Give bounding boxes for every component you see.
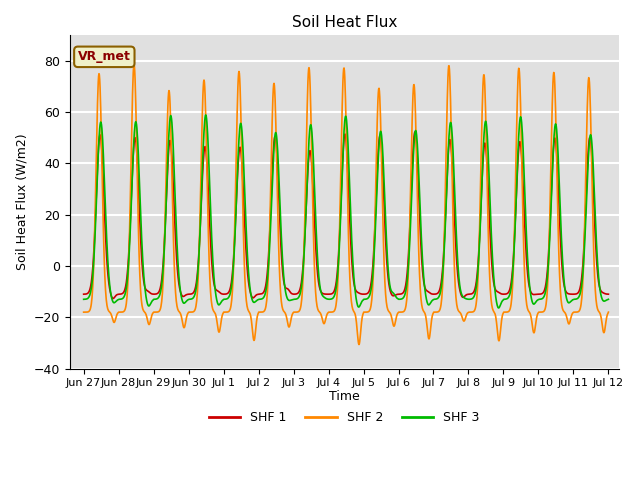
X-axis label: Time: Time (329, 390, 360, 403)
Text: VR_met: VR_met (78, 50, 131, 63)
Y-axis label: Soil Heat Flux (W/m2): Soil Heat Flux (W/m2) (15, 133, 28, 270)
Title: Soil Heat Flux: Soil Heat Flux (292, 15, 397, 30)
Legend: SHF 1, SHF 2, SHF 3: SHF 1, SHF 2, SHF 3 (204, 406, 484, 429)
